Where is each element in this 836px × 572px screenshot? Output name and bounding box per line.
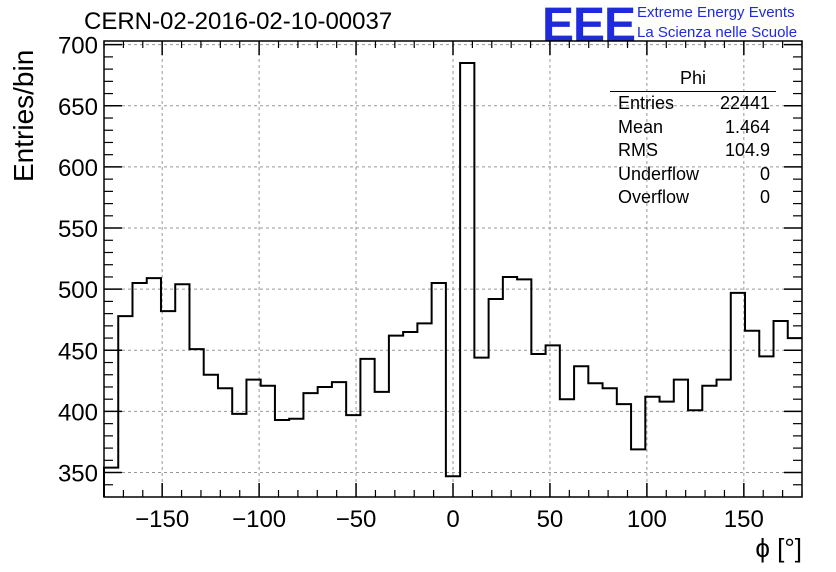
y-tick-label: 600 [58, 155, 98, 182]
stats-box: Phi Entries 22441 Mean 1.464 RMS 104.9 Underfl… [608, 68, 778, 210]
y-tick-label: 400 [58, 399, 98, 426]
axis-ticks [103, 41, 803, 497]
stats-label: RMS [618, 140, 658, 160]
y-tick-label: 450 [58, 338, 98, 365]
x-axis-title: ϕ [°] [755, 533, 802, 563]
stats-row-rms: RMS 104.9 [608, 139, 778, 163]
stats-label: Underflow [618, 163, 700, 184]
grid-lines [104, 41, 802, 497]
stats-label: Mean [618, 116, 664, 137]
chart-title: CERN-02-2016-02-10-00037 [84, 8, 393, 35]
stats-label: Overflow [618, 187, 690, 207]
x-tick-label: 50 [537, 506, 564, 533]
x-tick-label: −100 [232, 506, 286, 533]
stats-label: Entries [618, 93, 675, 113]
stats-value: 0 [759, 163, 770, 184]
y-tick-label: 550 [58, 216, 98, 243]
logo-caption-line1: Extreme Energy Events [637, 4, 795, 21]
stats-title: Phi [610, 68, 776, 92]
histogram-line [103, 62, 802, 497]
x-tick-label: −50 [336, 506, 377, 533]
x-tick-label: 150 [724, 506, 764, 533]
stats-row-overflow: Overflow 0 [608, 186, 778, 210]
y-axis-title-wrap: Entries/bin [8, 48, 39, 188]
y-tick-label: 700 [58, 33, 98, 60]
x-tick-label: 0 [446, 506, 459, 533]
logo-caption: Extreme Energy Events La Scienza nelle S… [637, 3, 797, 43]
y-tick-label: 350 [58, 461, 98, 488]
x-tick-label: 100 [627, 506, 667, 533]
y-tick-label: 500 [58, 277, 98, 304]
stats-row-underflow: Underflow 0 [608, 163, 778, 187]
stats-row-entries: Entries 22441 [608, 92, 778, 116]
y-tick-label: 650 [58, 94, 98, 121]
stats-value: 22441 [719, 93, 770, 113]
y-axis-title: Entries/bin [8, 49, 39, 182]
stats-value: 104.9 [724, 140, 770, 160]
tick-labels: −150 −100 −50 0 50 100 150 350 400 450 500 550 600 65… [58, 33, 764, 533]
stats-value: 0 [759, 187, 770, 207]
logo-caption-line2: La Scienza nelle Scuole [637, 24, 798, 41]
x-tick-label: −150 [135, 506, 189, 533]
stats-value: 1.464 [724, 116, 770, 137]
stats-row-mean: Mean 1.464 [608, 116, 778, 140]
